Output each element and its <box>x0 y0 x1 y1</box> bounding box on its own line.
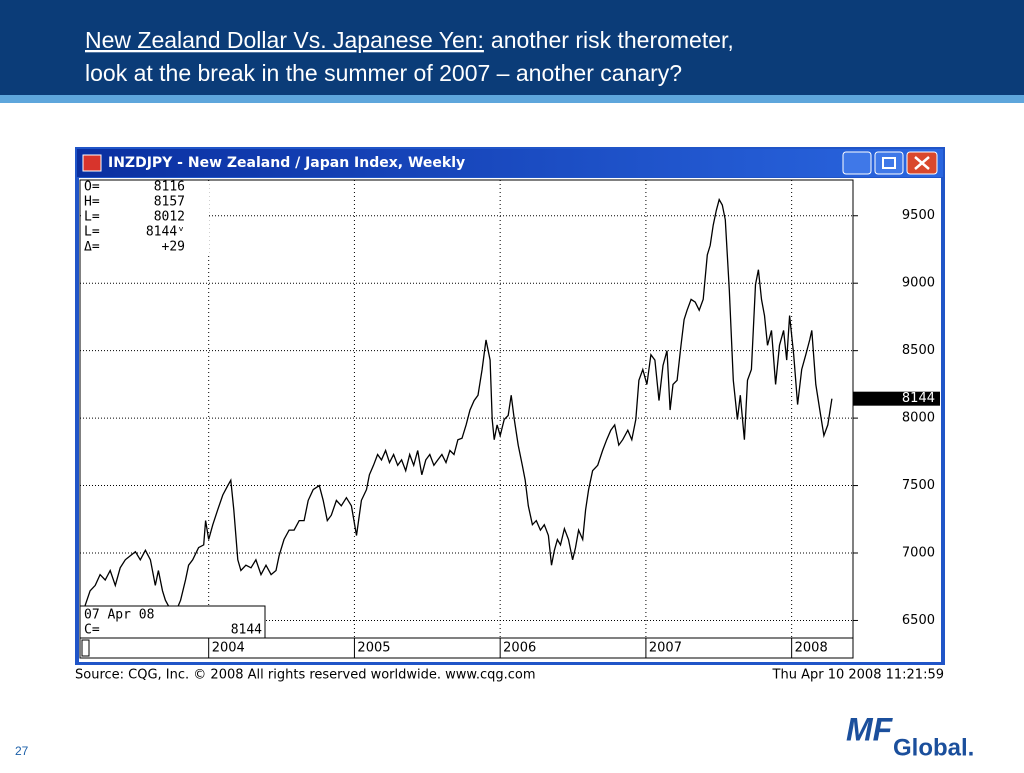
info-value: +29 <box>162 240 185 255</box>
title-underlined: New Zealand Dollar Vs. Japanese Yen: <box>85 27 484 53</box>
date-box <box>79 605 266 639</box>
slide-title-line2: look at the break in the summer of 2007 … <box>85 60 682 86</box>
y-tick-label: 7500 <box>902 478 935 493</box>
y-tick-label: 8500 <box>902 343 935 358</box>
info-label: Δ= <box>84 240 100 255</box>
client-area <box>79 178 941 662</box>
close-glyph <box>914 156 930 170</box>
info-value: 8144ᵛ <box>146 225 185 240</box>
close-value: 8144 <box>231 623 262 638</box>
info-box <box>81 181 209 255</box>
info-label: O= <box>84 180 100 195</box>
window-icon <box>82 154 102 172</box>
x-tick-label: 2005 <box>357 641 390 656</box>
y-tick-label: 7000 <box>902 546 935 561</box>
slide-title-line1: New Zealand Dollar Vs. Japanese Yen: anot… <box>85 27 734 53</box>
close-label: C= <box>84 623 100 638</box>
info-value: 8012 <box>154 210 185 225</box>
x-tick-label: 2006 <box>503 641 536 656</box>
last-value-box <box>853 391 940 406</box>
cursor-box <box>81 639 90 657</box>
source: Source: CQG, Inc. © 2008 All rights rese… <box>75 668 536 683</box>
header-stripe <box>0 95 1024 103</box>
title-bar <box>77 149 943 177</box>
page-number: 27 <box>15 744 29 758</box>
date-label: 07 Apr 08 <box>84 608 154 623</box>
y-tick-label: 9500 <box>902 208 935 223</box>
plot: 6500 7000 7500 8000 8500 9000 9500 2004 2005 2006… <box>79 180 940 658</box>
info-value: 8157 <box>154 195 185 210</box>
last-value-label: 8144 <box>902 391 935 406</box>
maximize-button[interactable] <box>874 151 904 175</box>
logo-sub: Global. <box>893 734 974 761</box>
info-value: 8116 <box>154 180 185 195</box>
y-tick-label: 8000 <box>902 411 935 426</box>
x-tick-label: 2004 <box>212 641 245 656</box>
timestamp: Thu Apr 10 2008 11:21:59 <box>772 668 944 683</box>
minimize-button[interactable] <box>842 151 872 175</box>
info-label: H= <box>84 195 100 210</box>
y-tick-label: 9000 <box>902 276 935 291</box>
header-band <box>0 0 1024 95</box>
x-tick-label: 2007 <box>649 641 682 656</box>
date-strip <box>79 637 854 659</box>
maximize-glyph <box>882 157 896 169</box>
price-line <box>84 197 833 614</box>
y-tick-label: 6500 <box>902 613 935 628</box>
info-label: L= <box>84 225 100 240</box>
info-label: L= <box>84 210 100 225</box>
logo-main: MF <box>846 711 894 747</box>
title-rest: another risk therometer, <box>491 27 734 53</box>
x-tick-label: 2008 <box>795 641 828 656</box>
window-title: INZDJPY - New Zealand / Japan Index, Wee… <box>108 155 465 171</box>
